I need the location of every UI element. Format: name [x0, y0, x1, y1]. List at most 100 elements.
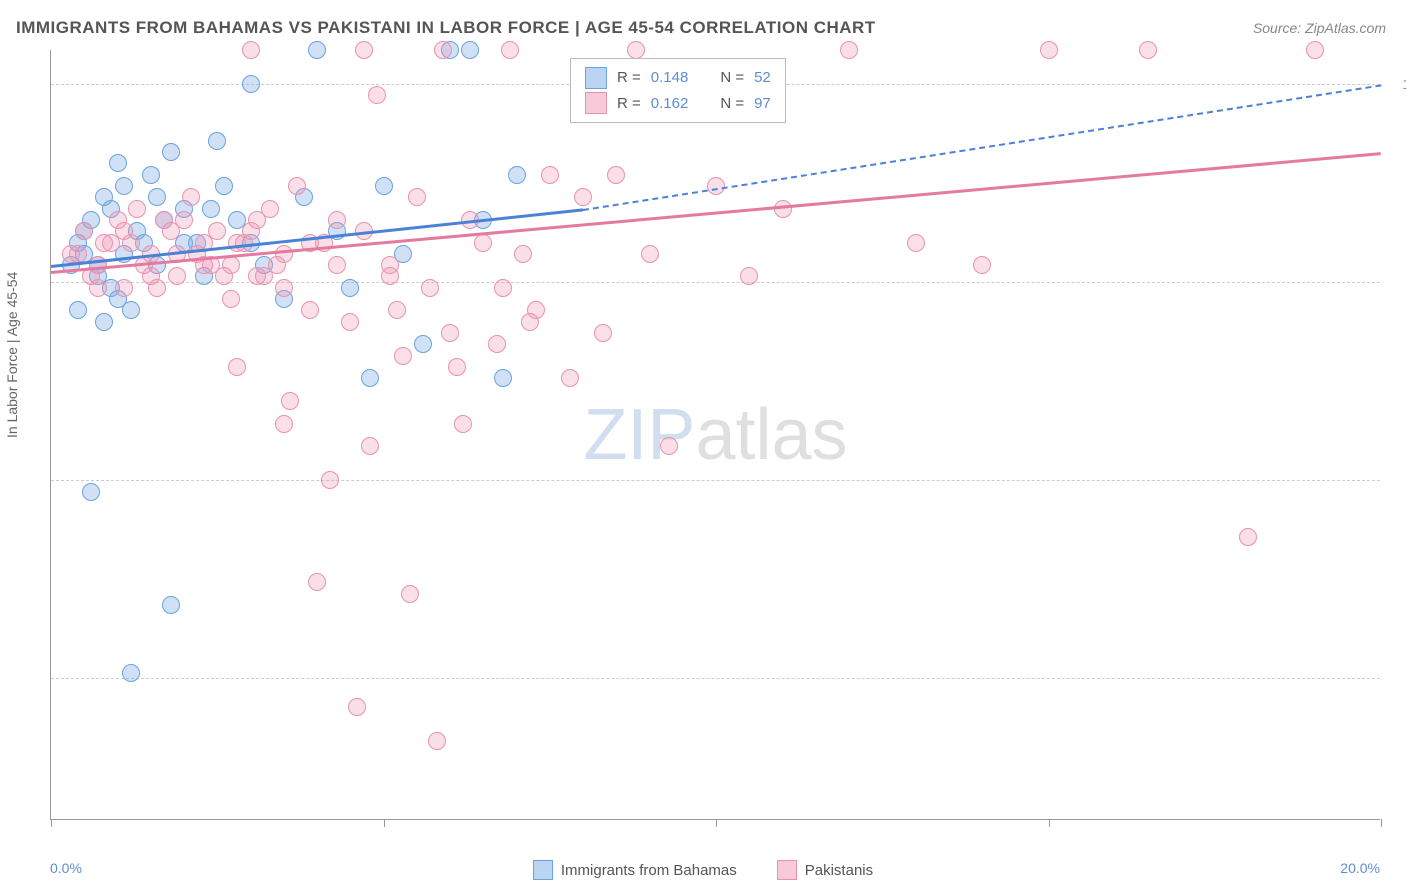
scatter-point-pakistanis	[355, 41, 373, 59]
scatter-point-pakistanis	[840, 41, 858, 59]
scatter-point-bahamas	[142, 166, 160, 184]
plot-area: ZIPatlas 47.5%65.0%82.5%100.0%	[50, 50, 1380, 820]
scatter-point-pakistanis	[275, 279, 293, 297]
scatter-point-pakistanis	[627, 41, 645, 59]
scatter-point-pakistanis	[394, 347, 412, 365]
scatter-point-pakistanis	[641, 245, 659, 263]
y-tick-label: 47.5%	[1390, 670, 1406, 686]
scatter-point-pakistanis	[401, 585, 419, 603]
scatter-point-bahamas	[109, 154, 127, 172]
scatter-point-pakistanis	[228, 358, 246, 376]
scatter-point-pakistanis	[408, 188, 426, 206]
scatter-point-pakistanis	[328, 256, 346, 274]
legend-item-bahamas: Immigrants from Bahamas	[533, 860, 737, 880]
scatter-point-pakistanis	[521, 313, 539, 331]
scatter-point-pakistanis	[115, 222, 133, 240]
scatter-point-pakistanis	[1306, 41, 1324, 59]
x-tick-min: 0.0%	[50, 860, 82, 876]
scatter-point-bahamas	[202, 200, 220, 218]
scatter-point-pakistanis	[388, 301, 406, 319]
scatter-point-pakistanis	[594, 324, 612, 342]
scatter-point-pakistanis	[222, 290, 240, 308]
scatter-point-pakistanis	[973, 256, 991, 274]
scatter-point-pakistanis	[348, 698, 366, 716]
scatter-point-bahamas	[242, 75, 260, 93]
scatter-point-bahamas	[508, 166, 526, 184]
y-axis-label: In Labor Force | Age 45-54	[4, 272, 20, 438]
n-value-pakistanis: 97	[754, 91, 771, 117]
legend-label-pakistanis: Pakistanis	[805, 862, 873, 879]
y-tick-label: 82.5%	[1390, 274, 1406, 290]
scatter-point-pakistanis	[361, 437, 379, 455]
legend-row-pakistanis: R = 0.162 N = 97	[585, 91, 771, 117]
scatter-point-pakistanis	[175, 211, 193, 229]
scatter-point-pakistanis	[441, 324, 459, 342]
scatter-point-pakistanis	[1040, 41, 1058, 59]
scatter-point-bahamas	[461, 41, 479, 59]
x-tick	[384, 819, 385, 827]
chart-title: IMMIGRANTS FROM BAHAMAS VS PAKISTANI IN …	[16, 18, 876, 38]
r-value-bahamas: 0.148	[651, 65, 689, 91]
scatter-point-bahamas	[494, 369, 512, 387]
scatter-point-pakistanis	[69, 245, 87, 263]
scatter-point-pakistanis	[148, 279, 166, 297]
chart-container: IMMIGRANTS FROM BAHAMAS VS PAKISTANI IN …	[0, 0, 1406, 892]
legend-label-bahamas: Immigrants from Bahamas	[561, 862, 737, 879]
x-tick	[1049, 819, 1050, 827]
scatter-point-bahamas	[375, 177, 393, 195]
watermark-atlas: atlas	[695, 395, 847, 475]
scatter-point-pakistanis	[128, 200, 146, 218]
swatch-blue-icon	[533, 860, 553, 880]
scatter-point-pakistanis	[474, 234, 492, 252]
x-tick	[716, 819, 717, 827]
source-attribution: Source: ZipAtlas.com	[1253, 20, 1386, 36]
gridline	[51, 678, 1380, 679]
x-tick	[51, 819, 52, 827]
scatter-point-pakistanis	[561, 369, 579, 387]
scatter-point-bahamas	[148, 188, 166, 206]
scatter-point-pakistanis	[907, 234, 925, 252]
scatter-point-pakistanis	[514, 245, 532, 263]
scatter-point-bahamas	[95, 313, 113, 331]
scatter-point-pakistanis	[89, 279, 107, 297]
scatter-point-bahamas	[308, 41, 326, 59]
scatter-point-pakistanis	[381, 267, 399, 285]
swatch-blue-icon	[585, 67, 607, 89]
scatter-point-pakistanis	[607, 166, 625, 184]
scatter-point-bahamas	[115, 177, 133, 195]
swatch-pink-icon	[777, 860, 797, 880]
scatter-point-pakistanis	[428, 732, 446, 750]
scatter-point-bahamas	[69, 301, 87, 319]
legend-item-pakistanis: Pakistanis	[777, 860, 873, 880]
gridline	[51, 480, 1380, 481]
scatter-point-pakistanis	[328, 211, 346, 229]
scatter-point-pakistanis	[168, 267, 186, 285]
r-label: R =	[617, 91, 641, 117]
x-tick-max: 20.0%	[1340, 860, 1380, 876]
scatter-point-pakistanis	[740, 267, 758, 285]
x-tick	[1381, 819, 1382, 827]
scatter-point-pakistanis	[301, 301, 319, 319]
n-label: N =	[720, 65, 744, 91]
scatter-point-bahamas	[122, 664, 140, 682]
scatter-point-pakistanis	[574, 188, 592, 206]
scatter-point-pakistanis	[75, 222, 93, 240]
legend-series: Immigrants from Bahamas Pakistanis	[0, 860, 1406, 880]
scatter-point-pakistanis	[182, 188, 200, 206]
scatter-point-pakistanis	[501, 41, 519, 59]
scatter-point-pakistanis	[707, 177, 725, 195]
scatter-point-pakistanis	[275, 415, 293, 433]
y-tick-label: 65.0%	[1390, 472, 1406, 488]
watermark: ZIPatlas	[583, 394, 847, 476]
scatter-point-pakistanis	[1239, 528, 1257, 546]
scatter-point-bahamas	[208, 132, 226, 150]
scatter-point-pakistanis	[281, 392, 299, 410]
scatter-point-pakistanis	[228, 234, 246, 252]
scatter-point-pakistanis	[448, 358, 466, 376]
n-value-bahamas: 52	[754, 65, 771, 91]
legend-row-bahamas: R = 0.148 N = 52	[585, 65, 771, 91]
n-label: N =	[720, 91, 744, 117]
scatter-point-pakistanis	[421, 279, 439, 297]
scatter-point-pakistanis	[255, 267, 273, 285]
scatter-point-bahamas	[414, 335, 432, 353]
